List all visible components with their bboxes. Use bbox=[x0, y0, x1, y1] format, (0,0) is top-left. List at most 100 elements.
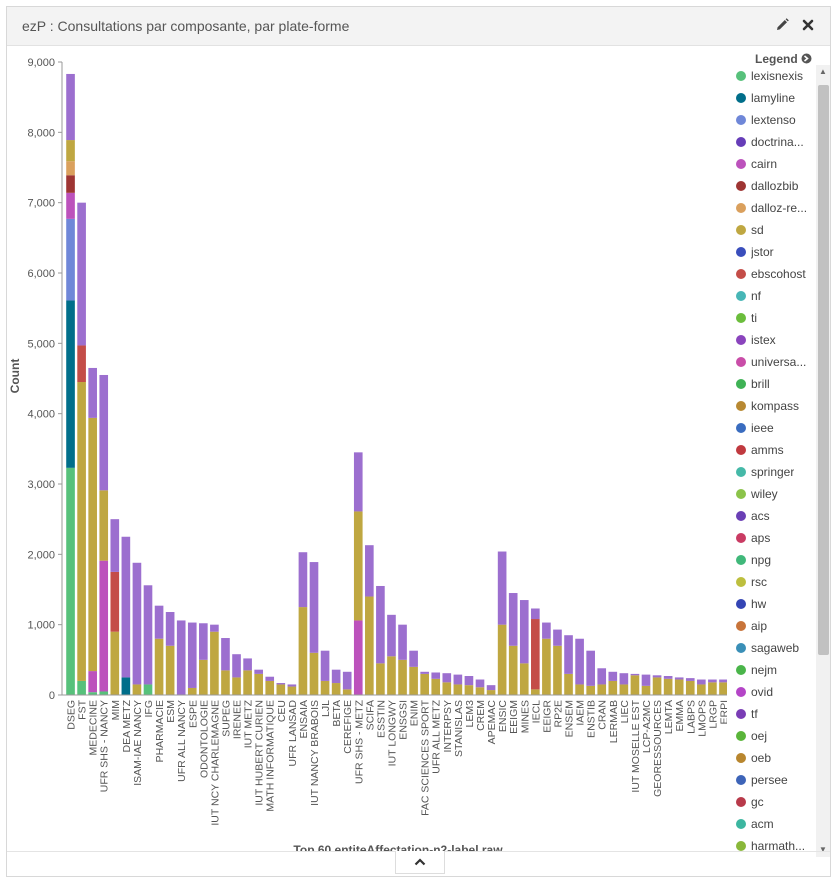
legend-toggle[interactable]: Legend bbox=[755, 52, 812, 66]
bar-segment-sd[interactable] bbox=[210, 631, 219, 695]
bar-stack[interactable] bbox=[708, 679, 717, 695]
bar-segment-sd[interactable] bbox=[719, 682, 727, 695]
bar-segment-sd[interactable] bbox=[442, 682, 452, 695]
legend-item[interactable]: istex bbox=[735, 329, 815, 351]
legend-item[interactable]: hw bbox=[735, 593, 815, 615]
bar-segment-other[interactable] bbox=[542, 622, 551, 639]
bar-segment-cairn[interactable] bbox=[353, 620, 363, 695]
bar-segment-other[interactable] bbox=[431, 672, 441, 679]
bar-stack[interactable] bbox=[697, 679, 706, 695]
bar-segment-other[interactable] bbox=[608, 671, 618, 681]
bar-segment-other[interactable] bbox=[697, 679, 706, 685]
bar-segment-lamyline[interactable] bbox=[66, 300, 75, 468]
bar-stack[interactable] bbox=[331, 669, 341, 695]
bar-stack[interactable] bbox=[210, 624, 219, 695]
legend-item[interactable]: dallozbib bbox=[735, 175, 815, 197]
bar-stack[interactable] bbox=[464, 676, 474, 695]
bar-segment-sd[interactable] bbox=[342, 689, 352, 695]
bar-segment-other[interactable] bbox=[77, 202, 86, 346]
legend-item[interactable]: ovid bbox=[735, 681, 815, 703]
bar-segment-other[interactable] bbox=[210, 624, 219, 632]
bar-segment-lexisnexis[interactable] bbox=[77, 680, 86, 695]
bar-stack[interactable] bbox=[132, 562, 142, 695]
bar-segment-other[interactable] bbox=[508, 593, 518, 646]
bar-segment-other[interactable] bbox=[531, 608, 540, 620]
bar-segment-sd[interactable] bbox=[641, 685, 651, 695]
bar-segment-lextenso[interactable] bbox=[66, 218, 75, 301]
legend-item[interactable]: harmath... bbox=[735, 835, 815, 856]
bar-segment-other[interactable] bbox=[331, 669, 341, 684]
bar-segment-other[interactable] bbox=[376, 585, 385, 664]
bar-stack[interactable] bbox=[409, 650, 418, 695]
bar-stack[interactable] bbox=[475, 679, 485, 695]
bar-segment-lamyline[interactable] bbox=[121, 677, 131, 695]
bar-segment-other[interactable] bbox=[287, 684, 297, 687]
bar-stack[interactable] bbox=[674, 677, 684, 695]
bar-segment-sd[interactable] bbox=[165, 645, 175, 695]
bar-stack[interactable] bbox=[597, 668, 607, 695]
bar-stack[interactable] bbox=[154, 605, 164, 695]
bar-segment-sd[interactable] bbox=[475, 687, 485, 695]
bar-stack[interactable] bbox=[398, 624, 407, 695]
bar-segment-ebscohost[interactable] bbox=[77, 345, 86, 383]
bar-segment-other[interactable] bbox=[475, 679, 485, 688]
bar-segment-other[interactable] bbox=[132, 562, 142, 685]
bar-segment-sd[interactable] bbox=[464, 685, 474, 695]
bar-segment-sd[interactable] bbox=[276, 684, 286, 695]
bar-stack[interactable] bbox=[387, 614, 396, 695]
bar-stack[interactable] bbox=[110, 519, 120, 695]
bar-stack[interactable] bbox=[442, 673, 452, 695]
bar-segment-other[interactable] bbox=[464, 676, 474, 686]
bar-segment-sd[interactable] bbox=[431, 678, 441, 695]
bar-segment-lexisnexis[interactable] bbox=[99, 691, 109, 695]
bar-stack[interactable] bbox=[309, 562, 319, 695]
bar-stack[interactable] bbox=[685, 678, 695, 695]
bar-segment-sd[interactable] bbox=[309, 652, 319, 695]
scroll-down-icon[interactable]: ▼ bbox=[819, 845, 827, 854]
bar-segment-other[interactable] bbox=[88, 367, 97, 418]
bar-stack[interactable] bbox=[320, 650, 330, 695]
bar-segment-other[interactable] bbox=[199, 623, 208, 660]
bar-stack[interactable] bbox=[265, 676, 275, 695]
bar-segment-sd[interactable] bbox=[708, 682, 717, 695]
bar-segment-other[interactable] bbox=[353, 452, 363, 512]
close-icon[interactable] bbox=[800, 17, 818, 35]
legend-item[interactable]: ebscohost bbox=[735, 263, 815, 285]
bar-segment-sd[interactable] bbox=[77, 382, 86, 681]
bar-segment-sd[interactable] bbox=[99, 490, 109, 561]
legend-item[interactable]: acm bbox=[735, 813, 815, 835]
bar-stack[interactable] bbox=[353, 452, 363, 695]
legend-item[interactable]: npg bbox=[735, 549, 815, 571]
bar-segment-other[interactable] bbox=[409, 650, 418, 667]
bar-segment-sd[interactable] bbox=[376, 663, 385, 695]
bar-segment-other[interactable] bbox=[110, 519, 120, 572]
bar-stack[interactable] bbox=[187, 622, 197, 695]
bar-segment-sd[interactable] bbox=[519, 663, 529, 695]
bar-stack[interactable] bbox=[66, 73, 75, 695]
bar-segment-other[interactable] bbox=[420, 671, 429, 674]
bar-segment-cairn[interactable] bbox=[88, 671, 97, 693]
bar-segment-sd[interactable] bbox=[663, 678, 673, 695]
bar-segment-sd[interactable] bbox=[331, 683, 341, 695]
bar-stack[interactable] bbox=[586, 650, 595, 695]
bar-segment-sd[interactable] bbox=[619, 684, 629, 695]
bar-segment-other[interactable] bbox=[143, 585, 153, 685]
bar-stack[interactable] bbox=[221, 638, 230, 695]
bar-segment-sd[interactable] bbox=[486, 690, 496, 695]
bar-segment-sd[interactable] bbox=[232, 677, 241, 695]
bar-segment-lexisnexis[interactable] bbox=[88, 692, 97, 695]
bar-segment-other[interactable] bbox=[187, 622, 197, 688]
bar-segment-other[interactable] bbox=[265, 676, 275, 681]
bar-stack[interactable] bbox=[542, 622, 551, 695]
bar-stack[interactable] bbox=[719, 679, 727, 695]
bar-segment-lexisnexis[interactable] bbox=[143, 684, 153, 695]
bar-segment-ebscohost[interactable] bbox=[110, 571, 120, 632]
bar-stack[interactable] bbox=[420, 671, 429, 695]
bar-stack[interactable] bbox=[143, 585, 153, 695]
bar-stack[interactable] bbox=[608, 671, 618, 695]
bar-segment-other[interactable] bbox=[586, 650, 595, 686]
bar-segment-other[interactable] bbox=[663, 676, 673, 679]
legend-item[interactable]: sd bbox=[735, 219, 815, 241]
legend-item[interactable]: acs bbox=[735, 505, 815, 527]
bar-segment-other[interactable] bbox=[387, 614, 396, 657]
